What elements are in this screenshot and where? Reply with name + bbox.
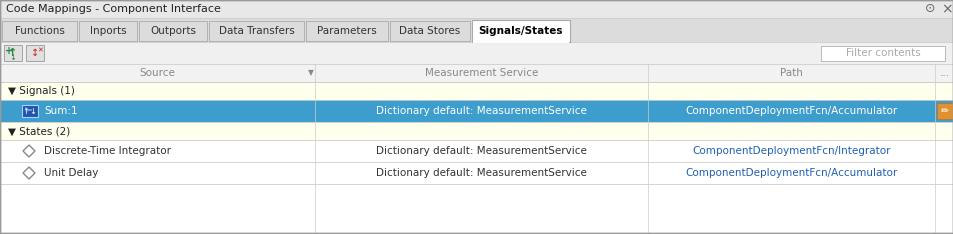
Text: Data Transfers: Data Transfers: [218, 26, 294, 36]
Text: Dictionary default: MeasurementService: Dictionary default: MeasurementService: [375, 168, 586, 178]
Polygon shape: [23, 167, 35, 179]
Bar: [26, 45, 44, 61]
Text: Discrete-Time Integrator: Discrete-Time Integrator: [44, 146, 171, 156]
Text: ↕: ↕: [30, 48, 39, 58]
Bar: [821, 46, 944, 61]
Bar: [473, 41, 568, 43]
Text: Signals/States: Signals/States: [478, 26, 562, 36]
Text: ComponentDeploymentFcn/Integrator: ComponentDeploymentFcn/Integrator: [692, 146, 890, 156]
Text: Sum:1: Sum:1: [44, 106, 77, 116]
Text: Source: Source: [139, 68, 175, 78]
Bar: [936, 103, 952, 119]
Bar: [0, 82, 953, 100]
Bar: [0, 18, 953, 42]
Text: +: +: [5, 46, 13, 56]
Text: ↑: ↑: [23, 106, 30, 116]
Text: Path: Path: [780, 68, 802, 78]
Bar: [0, 122, 953, 140]
Text: ComponentDeploymentFcn/Accumulator: ComponentDeploymentFcn/Accumulator: [684, 168, 897, 178]
Bar: [209, 21, 304, 41]
Text: ✏: ✏: [940, 106, 948, 116]
Bar: [0, 64, 953, 82]
Text: ⊙: ⊙: [923, 3, 934, 15]
Text: Parameters: Parameters: [316, 26, 376, 36]
Polygon shape: [23, 145, 35, 157]
Text: Dictionary default: MeasurementService: Dictionary default: MeasurementService: [375, 146, 586, 156]
Bar: [306, 21, 388, 41]
Bar: [0, 162, 953, 184]
Bar: [472, 20, 569, 42]
Text: ▼ States (2): ▼ States (2): [8, 126, 71, 136]
Text: Dictionary default: MeasurementService: Dictionary default: MeasurementService: [375, 106, 586, 116]
Bar: [22, 105, 38, 117]
Text: ▼ Signals (1): ▼ Signals (1): [8, 86, 74, 96]
Text: t=: t=: [25, 107, 33, 113]
Text: ×: ×: [941, 2, 952, 16]
Bar: [4, 45, 22, 61]
Text: ↓: ↓: [10, 52, 16, 62]
Bar: [0, 42, 953, 64]
Bar: [0, 0, 953, 18]
Bar: [79, 21, 137, 41]
Bar: [0, 140, 953, 162]
Text: Outports: Outports: [150, 26, 195, 36]
Text: Code Mappings - Component Interface: Code Mappings - Component Interface: [6, 4, 221, 14]
Text: ↓: ↓: [30, 106, 36, 116]
Text: Data Stores: Data Stores: [399, 26, 460, 36]
Bar: [0, 184, 953, 234]
Bar: [0, 100, 953, 122]
Text: ...: ...: [939, 68, 948, 78]
Text: ▼: ▼: [308, 69, 314, 77]
Text: Inports: Inports: [90, 26, 126, 36]
Text: Measurement Service: Measurement Service: [424, 68, 537, 78]
Text: Filter contents: Filter contents: [844, 48, 920, 58]
Text: Unit Delay: Unit Delay: [44, 168, 98, 178]
Text: ✕: ✕: [37, 48, 43, 54]
Text: Functions: Functions: [14, 26, 65, 36]
Text: ↑: ↑: [9, 48, 18, 58]
Bar: [2, 21, 77, 41]
Bar: [139, 21, 207, 41]
Text: ComponentDeploymentFcn/Accumulator: ComponentDeploymentFcn/Accumulator: [684, 106, 897, 116]
Bar: [390, 21, 470, 41]
